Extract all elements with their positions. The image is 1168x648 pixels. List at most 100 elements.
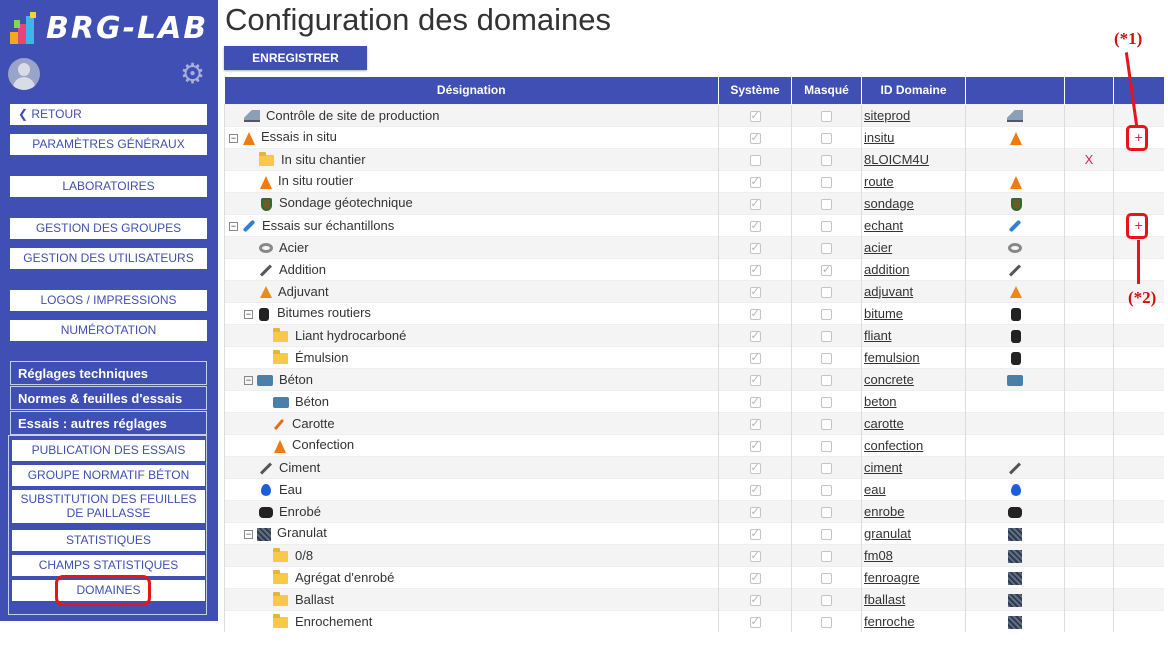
add-child-button[interactable]: +	[1134, 129, 1143, 145]
cell-icon[interactable]	[965, 587, 1065, 610]
systeme-checkbox[interactable]	[749, 351, 761, 364]
systeme-checkbox[interactable]	[749, 329, 761, 342]
champs-statistiques-button[interactable]: CHAMPS STATISTIQUES	[12, 555, 205, 576]
cell-icon[interactable]	[965, 257, 1065, 280]
masque-checkbox[interactable]	[821, 550, 832, 562]
systeme-checkbox[interactable]	[749, 175, 761, 188]
gestion-groupes-button[interactable]: GESTION DES GROUPES	[10, 218, 207, 239]
systeme-checkbox[interactable]	[749, 131, 761, 144]
masque-checkbox[interactable]	[821, 462, 832, 474]
id-domaine-link[interactable]: beton	[864, 393, 897, 409]
masque-checkbox[interactable]	[821, 396, 832, 408]
systeme-checkbox[interactable]	[749, 219, 761, 232]
laboratoires-button[interactable]: LABORATOIRES	[10, 176, 207, 197]
masque-checkbox[interactable]	[821, 242, 832, 254]
masque-checkbox[interactable]	[821, 352, 832, 364]
logos-impressions-button[interactable]: LOGOS / IMPRESSIONS	[10, 290, 207, 311]
id-domaine-link[interactable]: fenroagre	[864, 569, 920, 585]
masque-checkbox[interactable]	[821, 176, 832, 188]
id-domaine-link[interactable]: echant	[864, 217, 904, 233]
id-domaine-link[interactable]: fliant	[864, 327, 892, 343]
systeme-checkbox[interactable]	[749, 527, 761, 540]
domaines-button[interactable]: DOMAINES	[12, 580, 205, 601]
id-domaine-link[interactable]: fm08	[864, 547, 893, 563]
id-domaine-link[interactable]: fballast	[864, 591, 906, 607]
retour-button[interactable]: ❮ RETOUR	[10, 104, 207, 125]
cell-icon[interactable]	[965, 191, 1065, 214]
id-domaine-link[interactable]: 8LOICM4U	[864, 151, 930, 167]
id-domaine-link[interactable]: addition	[864, 261, 910, 277]
systeme-checkbox[interactable]	[749, 241, 761, 254]
id-domaine-link[interactable]: concrete	[864, 371, 914, 387]
systeme-checkbox[interactable]	[749, 307, 761, 320]
systeme-checkbox[interactable]	[749, 263, 761, 276]
systeme-checkbox[interactable]	[749, 505, 761, 518]
group-normes-feuilles[interactable]: Normes & feuilles d'essais	[10, 386, 207, 410]
cell-icon[interactable]	[965, 565, 1065, 588]
masque-checkbox[interactable]	[821, 154, 832, 166]
masque-checkbox[interactable]	[821, 198, 832, 210]
id-domaine-link[interactable]: granulat	[864, 525, 911, 541]
cell-icon[interactable]	[965, 125, 1065, 148]
group-reglages-techniques[interactable]: Réglages techniques	[10, 361, 207, 385]
group-essais-autres[interactable]: Essais : autres réglages	[10, 411, 207, 435]
systeme-checkbox[interactable]	[749, 571, 761, 584]
cell-icon[interactable]	[965, 477, 1065, 500]
masque-checkbox[interactable]	[821, 374, 832, 386]
id-domaine-link[interactable]: bitume	[864, 305, 904, 321]
cell-icon[interactable]	[965, 521, 1065, 544]
masque-checkbox[interactable]	[821, 418, 832, 430]
systeme-checkbox[interactable]	[749, 373, 761, 386]
collapse-toggle-icon[interactable]: −	[244, 308, 253, 319]
systeme-checkbox[interactable]	[749, 417, 761, 430]
masque-checkbox[interactable]	[821, 220, 832, 232]
cell-icon[interactable]	[965, 455, 1065, 478]
systeme-checkbox[interactable]	[749, 154, 761, 166]
id-domaine-link[interactable]: femulsion	[864, 349, 920, 365]
masque-checkbox[interactable]	[821, 594, 832, 606]
cell-icon[interactable]	[965, 411, 1065, 434]
gestion-utilisateurs-button[interactable]: GESTION DES UTILISATEURS	[10, 248, 207, 269]
systeme-checkbox[interactable]	[749, 285, 761, 298]
masque-checkbox[interactable]	[821, 572, 832, 584]
avatar[interactable]	[8, 58, 40, 90]
id-domaine-link[interactable]: ciment	[864, 459, 903, 475]
gear-icon[interactable]: ⚙	[180, 58, 206, 89]
masque-checkbox[interactable]	[821, 528, 832, 540]
cell-icon[interactable]	[965, 279, 1065, 302]
systeme-checkbox[interactable]	[749, 197, 761, 210]
systeme-checkbox[interactable]	[749, 109, 761, 122]
masque-checkbox[interactable]	[821, 440, 832, 452]
systeme-checkbox[interactable]	[749, 461, 761, 474]
cell-icon[interactable]	[965, 433, 1065, 456]
collapse-toggle-icon[interactable]: −	[229, 132, 238, 143]
collapse-toggle-icon[interactable]: −	[229, 220, 238, 231]
collapse-toggle-icon[interactable]: −	[244, 528, 253, 539]
id-domaine-link[interactable]: siteprod	[864, 107, 911, 123]
masque-checkbox[interactable]	[821, 308, 832, 320]
masque-checkbox[interactable]	[821, 263, 832, 276]
cell-icon[interactable]	[965, 147, 1065, 170]
id-domaine-link[interactable]: adjuvant	[864, 283, 914, 299]
id-domaine-link[interactable]: eau	[864, 481, 886, 497]
id-domaine-link[interactable]: acier	[864, 239, 893, 255]
cell-icon[interactable]	[965, 367, 1065, 390]
delete-button[interactable]: X	[1084, 151, 1094, 167]
systeme-checkbox[interactable]	[749, 395, 761, 408]
systeme-checkbox[interactable]	[749, 483, 761, 496]
masque-checkbox[interactable]	[821, 506, 832, 518]
id-domaine-link[interactable]: insitu	[864, 129, 895, 145]
cell-icon[interactable]	[965, 169, 1065, 192]
id-domaine-link[interactable]: fenroche	[864, 613, 915, 629]
systeme-checkbox[interactable]	[749, 439, 761, 452]
groupe-normatif-button[interactable]: GROUPE NORMATIF BÉTON	[12, 465, 205, 486]
id-domaine-link[interactable]: route	[864, 173, 894, 189]
statistiques-button[interactable]: STATISTIQUES	[12, 530, 205, 551]
systeme-checkbox[interactable]	[749, 593, 761, 606]
cell-icon[interactable]	[965, 235, 1065, 258]
id-domaine-link[interactable]: carotte	[864, 415, 904, 431]
cell-icon[interactable]	[965, 499, 1065, 522]
cell-icon[interactable]	[965, 213, 1065, 236]
id-domaine-link[interactable]: enrobe	[864, 503, 905, 519]
masque-checkbox[interactable]	[821, 286, 832, 298]
